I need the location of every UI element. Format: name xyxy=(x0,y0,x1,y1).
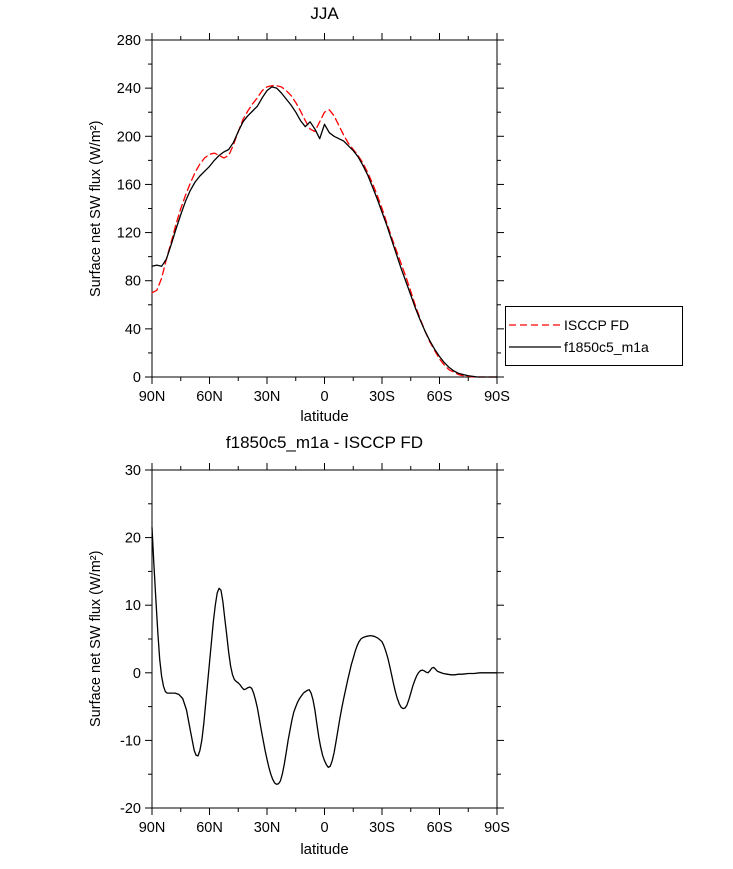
svg-text:240: 240 xyxy=(117,81,141,97)
svg-text:-20: -20 xyxy=(120,801,141,817)
svg-text:30N: 30N xyxy=(254,389,281,405)
svg-text:90N: 90N xyxy=(139,820,166,836)
svg-text:0: 0 xyxy=(133,666,141,682)
svg-text:0: 0 xyxy=(320,820,328,836)
svg-text:60S: 60S xyxy=(427,389,453,405)
svg-text:30N: 30N xyxy=(254,820,281,836)
svg-text:0: 0 xyxy=(133,370,141,386)
svg-text:10: 10 xyxy=(125,598,141,614)
svg-text:40: 40 xyxy=(125,322,141,338)
svg-text:90N: 90N xyxy=(139,389,166,405)
top-chart-title: JJA xyxy=(310,4,339,23)
bottom-chart-title: f1850c5_m1a - ISCCP FD xyxy=(225,433,424,452)
svg-text:120: 120 xyxy=(117,226,141,242)
top-chart-plot: 90N 60N 30N 0 30S 60S 90S 0 40 80 120 160 200 240 280 xyxy=(117,33,510,405)
svg-text:80: 80 xyxy=(125,274,141,290)
svg-text:30S: 30S xyxy=(369,820,395,836)
svg-text:-10: -10 xyxy=(120,733,141,749)
svg-text:200: 200 xyxy=(117,129,141,145)
svg-text:0: 0 xyxy=(320,389,328,405)
svg-text:160: 160 xyxy=(117,177,141,193)
svg-text:60N: 60N xyxy=(196,820,223,836)
svg-text:30S: 30S xyxy=(369,389,395,405)
svg-text:90S: 90S xyxy=(484,389,510,405)
svg-text:280: 280 xyxy=(117,33,141,49)
bottom-chart-xlabel: latitude xyxy=(300,841,349,858)
svg-text:20: 20 xyxy=(125,531,141,547)
svg-text:60N: 60N xyxy=(196,389,223,405)
top-chart-xlabel: latitude xyxy=(300,408,349,425)
legend-line-solid-black xyxy=(509,346,561,348)
bottom-chart-plot: 90N 60N 30N 0 30S 60S 90S -20 -10 0 10 20 30 xyxy=(120,463,510,836)
legend-label-model: f1850c5_m1a xyxy=(564,339,649,356)
legend-label-isccp: ISCCP FD xyxy=(564,316,630,333)
legend-entry-model: f1850c5_m1a xyxy=(509,340,682,354)
svg-text:90S: 90S xyxy=(484,820,510,836)
legend-entry-isccp: ISCCP FD xyxy=(509,318,682,332)
legend-line-dashed-red xyxy=(509,324,561,326)
svg-text:60S: 60S xyxy=(427,820,453,836)
svg-text:30: 30 xyxy=(125,463,141,479)
legend-box: ISCCP FD f1850c5_m1a xyxy=(505,306,683,366)
